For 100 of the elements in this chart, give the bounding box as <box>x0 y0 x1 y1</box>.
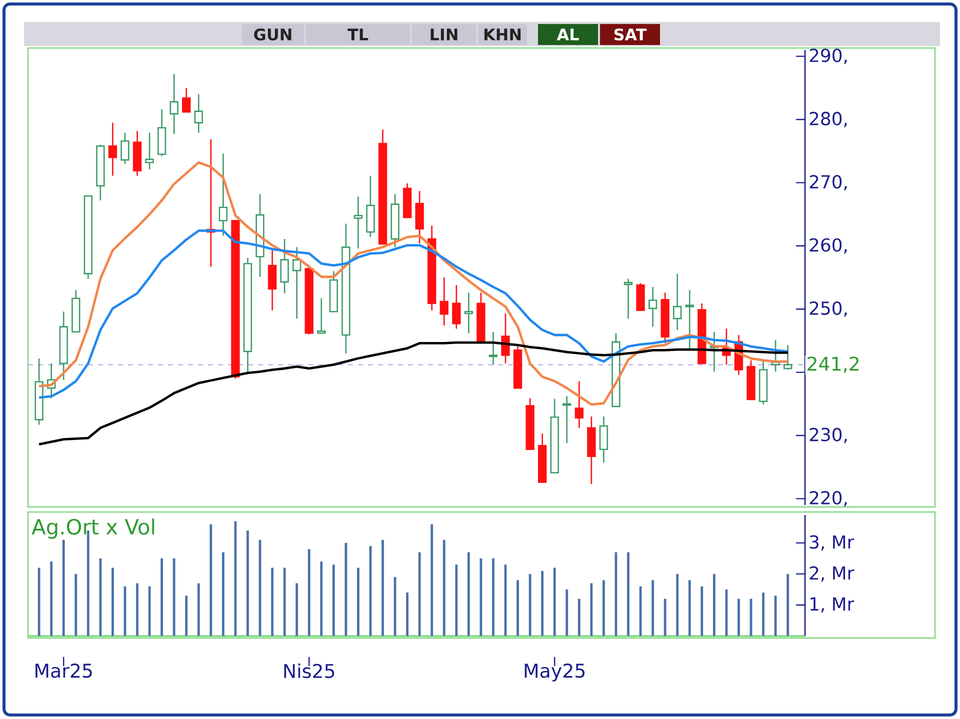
bar <box>578 598 580 636</box>
bar <box>700 586 704 636</box>
candlestick <box>562 396 572 444</box>
bar <box>271 568 274 636</box>
candlestick <box>673 273 682 331</box>
text: GUN <box>254 28 292 41</box>
candlestick <box>758 360 768 406</box>
bar <box>455 564 458 636</box>
bar <box>786 574 790 636</box>
bar <box>590 583 593 636</box>
bar <box>246 530 249 636</box>
line-series <box>38 161 790 406</box>
bar <box>688 580 691 636</box>
candlestick <box>771 339 780 372</box>
bar <box>160 558 163 636</box>
bar <box>442 540 446 636</box>
bar <box>738 598 740 636</box>
x-tick-label: May25 <box>524 664 585 682</box>
bar <box>553 568 556 636</box>
bar <box>234 521 237 636</box>
candlestick <box>280 238 289 294</box>
bar <box>222 552 224 636</box>
candlestick <box>120 132 130 164</box>
y-tick-label: 290, <box>810 48 847 64</box>
y-tick-label: 220, <box>810 490 847 506</box>
bar <box>516 580 519 636</box>
candlestick <box>648 286 658 328</box>
bar <box>356 568 360 636</box>
candlestick <box>96 144 105 202</box>
bar <box>430 524 434 636</box>
bar <box>320 562 323 636</box>
bar <box>676 574 679 636</box>
candlestick <box>415 190 424 244</box>
y-tick-label: 230, <box>810 428 847 444</box>
candlestick <box>612 332 620 408</box>
candlestick <box>59 310 68 381</box>
candlestick <box>342 223 350 354</box>
candlestick <box>710 331 719 372</box>
candlestick <box>574 380 584 429</box>
candlestick <box>329 270 338 312</box>
bar <box>566 589 568 636</box>
chart-title: Ag.Ort x Vol <box>32 518 154 539</box>
bar <box>136 583 138 636</box>
candlestick <box>488 331 498 366</box>
candlestick <box>108 122 118 176</box>
y-tick-label: 1, Mr <box>810 597 854 613</box>
candlestick <box>218 152 228 236</box>
bar <box>418 552 421 636</box>
text: AL <box>556 28 579 40</box>
text: LIN <box>430 28 458 40</box>
candlestick <box>783 344 792 370</box>
bar <box>406 592 408 636</box>
candlestick <box>366 175 375 238</box>
candlestick <box>685 289 694 351</box>
candlestick <box>550 398 559 474</box>
y-tick-label: 260, <box>810 238 847 254</box>
candlestick <box>256 193 264 278</box>
text: KHN <box>484 28 521 40</box>
candlestick <box>34 358 44 426</box>
candlestick <box>194 94 203 134</box>
bar <box>197 583 200 636</box>
ref-line-label: 241,2 <box>808 356 858 373</box>
bar <box>480 558 482 636</box>
bar <box>725 589 728 636</box>
candlestick <box>243 257 252 372</box>
bar <box>62 540 65 636</box>
y-tick-label: 280, <box>810 112 847 128</box>
bar <box>602 580 605 636</box>
candlestick <box>46 362 56 399</box>
candlestick <box>157 108 166 157</box>
bar <box>74 574 78 636</box>
candlestick <box>84 194 92 280</box>
candlestick <box>452 284 461 330</box>
candlestick <box>354 196 363 250</box>
bar <box>50 562 53 636</box>
text: SAT <box>614 28 647 41</box>
bar <box>111 568 114 636</box>
x-tick-label: Mar25 <box>36 664 92 678</box>
candlestick <box>390 193 400 248</box>
candlestick <box>464 292 474 334</box>
bar <box>627 552 630 636</box>
bar <box>332 564 335 636</box>
bar <box>492 558 494 636</box>
y-tick-label: 250, <box>810 301 847 317</box>
candlestick <box>145 132 154 170</box>
bar <box>541 570 544 636</box>
candlestick <box>292 246 302 320</box>
bar <box>296 583 298 636</box>
y-tick-label: 3, Mr <box>810 535 854 551</box>
candlestick <box>587 416 596 485</box>
bar <box>762 592 764 636</box>
bar <box>185 596 188 636</box>
candlestick <box>72 289 80 332</box>
candlestick <box>599 416 608 464</box>
bar <box>652 580 654 636</box>
bar <box>467 552 470 636</box>
y-tick-label: 2, Mr <box>810 566 854 582</box>
candlestick <box>440 276 448 326</box>
bar <box>172 558 176 636</box>
candlestick <box>624 278 633 320</box>
